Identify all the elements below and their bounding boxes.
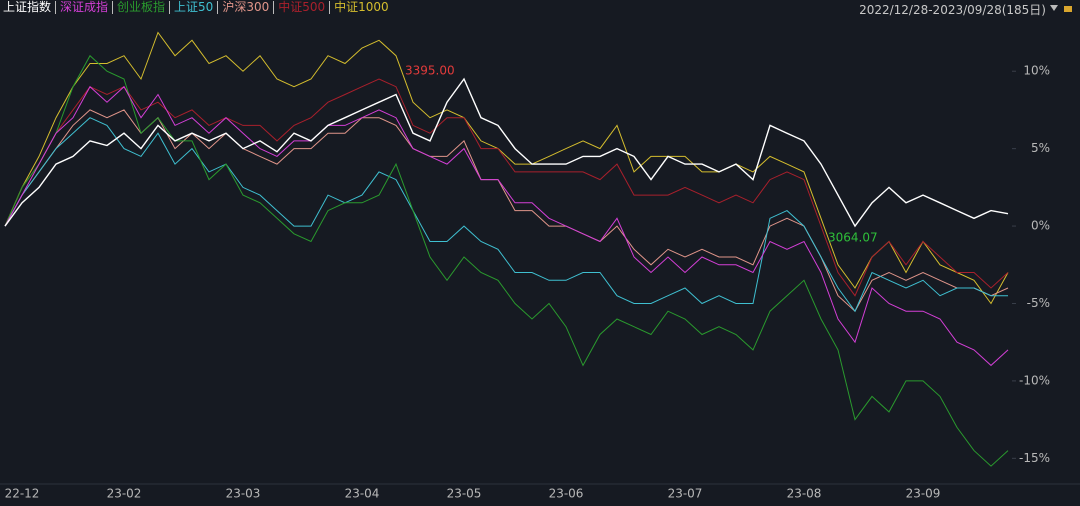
series-line xyxy=(4,54,1009,467)
annotation: 3064.07 xyxy=(828,231,878,245)
y-tick-label: -10% xyxy=(1019,373,1050,387)
legend-item[interactable]: 中证1000 xyxy=(334,0,389,14)
series-line xyxy=(4,85,1009,367)
y-tick-label: -5% xyxy=(1027,296,1050,310)
series-line xyxy=(4,78,1009,297)
lock-icon[interactable] xyxy=(1064,6,1072,12)
x-tick-label: 23-04 xyxy=(345,487,380,501)
x-tick-label: 23-06 xyxy=(549,487,584,501)
x-tick-label: 23-09 xyxy=(906,487,941,501)
x-tick-label: 23-02 xyxy=(107,487,142,501)
legend-item[interactable]: 沪深300 xyxy=(218,1,275,14)
date-range: 2022/12/28-2023/09/28(185日) xyxy=(859,3,1046,17)
dropdown-icon[interactable] xyxy=(1050,5,1058,11)
x-tick-label: 23-05 xyxy=(447,487,482,501)
series-line xyxy=(4,31,1009,305)
legend-item[interactable]: 创业板指 xyxy=(113,1,171,14)
y-tick-label: 5% xyxy=(1031,141,1050,155)
legend-item[interactable]: 上证50 xyxy=(170,1,219,14)
x-tick-label: 23-07 xyxy=(668,487,703,501)
legend-item[interactable]: 上证指数 xyxy=(3,1,57,14)
legend: 上证指数 深证成指 创业板指 上证50 沪深300 中证500 中证1000 xyxy=(3,1,393,14)
series-line xyxy=(4,77,1009,228)
legend-item[interactable]: 深证成指 xyxy=(56,1,114,14)
x-tick-label: 23-03 xyxy=(226,487,261,501)
y-tick-label: -15% xyxy=(1019,451,1050,465)
series-line xyxy=(4,109,1009,312)
y-tick-label: 10% xyxy=(1023,64,1050,78)
series-line xyxy=(4,117,1008,313)
x-tick-label: 22-12 xyxy=(5,487,40,501)
legend-item[interactable]: 中证500 xyxy=(274,1,331,14)
y-tick-label: 0% xyxy=(1031,219,1050,233)
x-tick-label: 23-08 xyxy=(787,487,822,501)
annotation: 3395.00 xyxy=(405,64,455,78)
